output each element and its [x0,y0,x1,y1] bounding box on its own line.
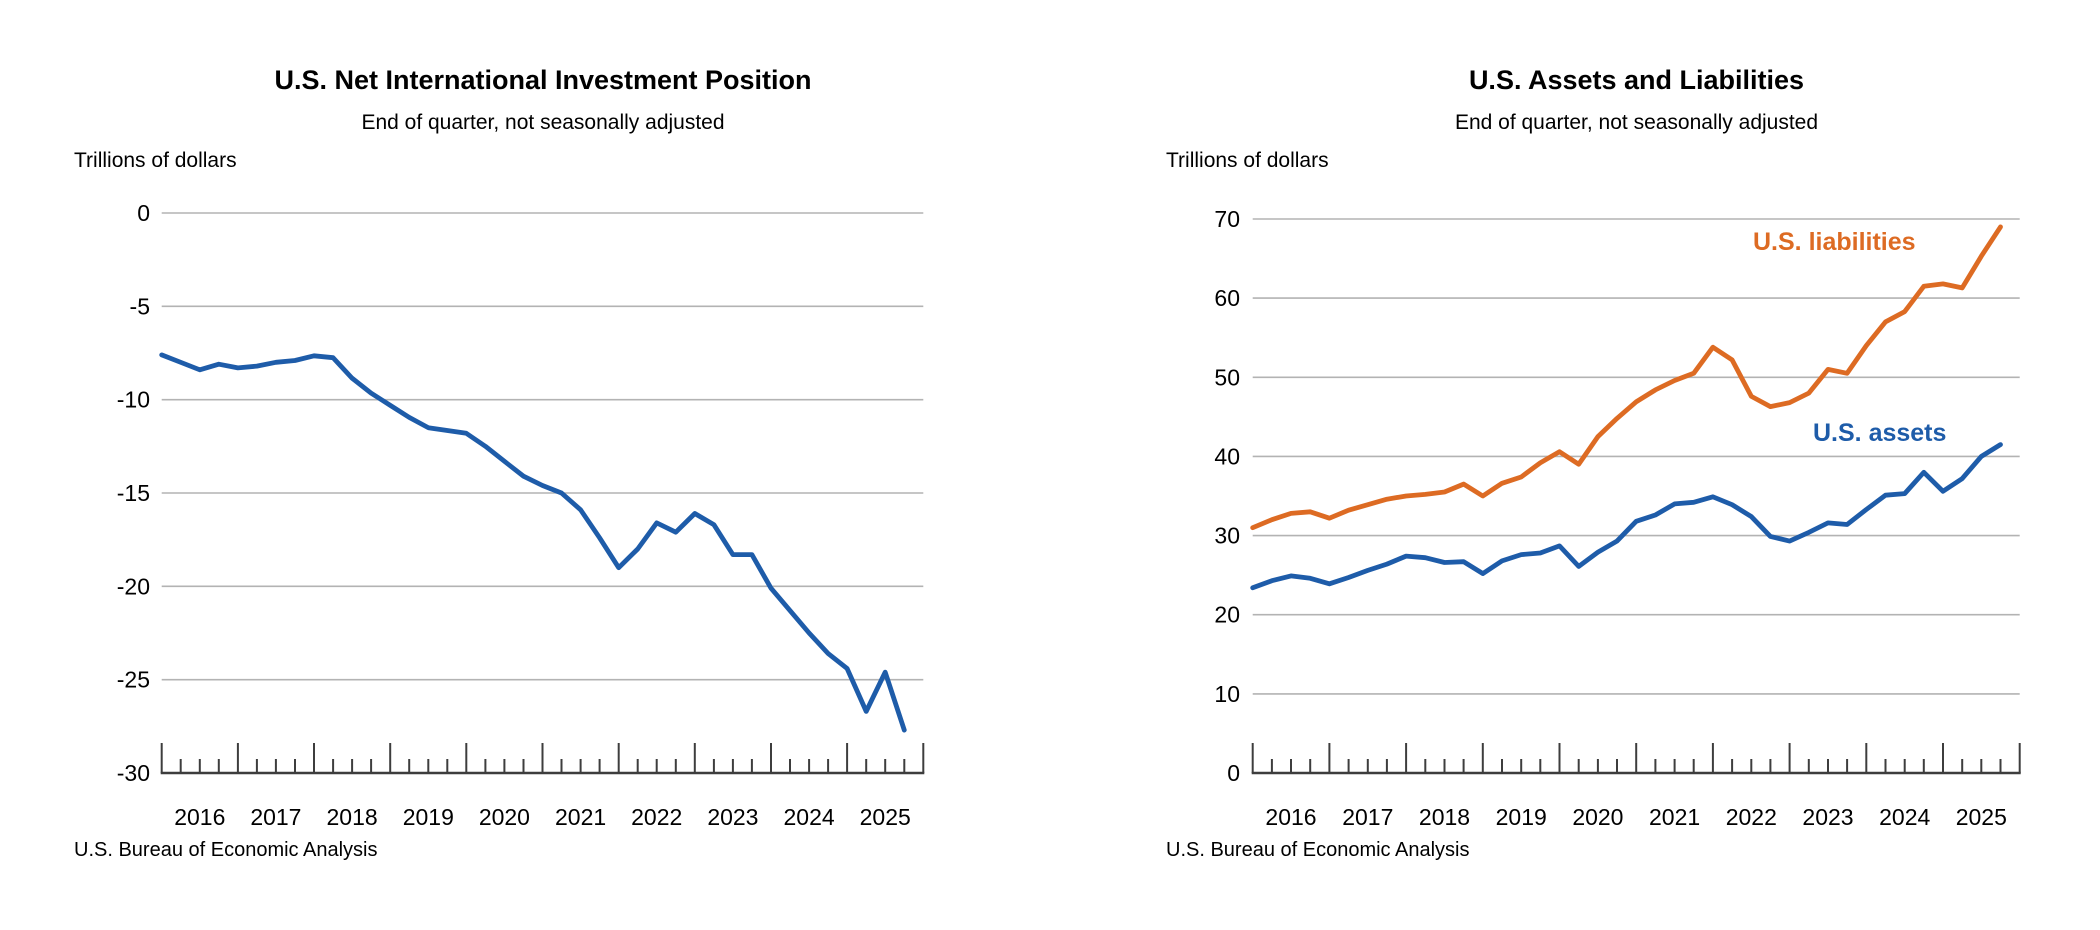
x-axis-year-label: 2023 [707,804,758,830]
y-axis-tick-label: 40 [1214,443,1240,469]
x-axis-year-label: 2025 [860,804,911,830]
x-axis-year-label: 2019 [1496,804,1547,830]
x-axis-year-label: 2016 [1265,804,1316,830]
x-axis-year-label: 2019 [403,804,454,830]
x-axis-year-label: 2017 [1342,804,1393,830]
y-axis-tick-label: 0 [137,200,150,226]
y-axis-tick-label: -5 [130,293,150,319]
assets-liabilities-source-label: U.S. Bureau of Economic Analysis [1166,839,1470,861]
assets-liabilities-plot: 70 60 50 40 30 20 10 0 2016 2017 2018 2019 2020 2021 2… [1214,206,2021,830]
x-axis-year-label: 2021 [1649,804,1700,830]
x-axis-year-label: 2024 [1879,804,1930,830]
data-line [1250,224,2003,531]
assets-liabilities-chart-title: U.S. Assets and Liabilities [1468,65,1805,95]
x-axis-year-label: 2022 [631,804,682,830]
y-axis-tick-label: -25 [117,667,150,693]
y-axis-tick-label: 20 [1214,602,1240,628]
assets-liabilities-chart-subtitle: End of quarter, not seasonally adjusted [1454,111,1819,134]
y-axis-tick-label: -20 [117,573,150,599]
x-axis-year-label: 2021 [555,804,606,830]
x-axis-year-label: 2023 [1802,804,1853,830]
series-label-liabilities: U.S. liabilities [1753,228,1916,256]
x-axis-year-label: 2020 [479,804,530,830]
data-line [159,352,907,733]
x-axis-year-label: 2025 [1956,804,2007,830]
y-axis-tick-label: 0 [1227,760,1240,786]
y-axis-tick-label: 50 [1214,364,1240,390]
niip-chart-subtitle: End of quarter, not seasonally adjusted [361,111,725,134]
niip-units-label: Trillions of dollars [74,149,237,172]
x-axis-year-label: 2016 [174,804,225,830]
y-axis-tick-label: -10 [117,387,150,413]
x-axis-year-label: 2022 [1726,804,1777,830]
x-axis-year-label: 2018 [327,804,378,830]
x-axis-year-label: 2018 [1419,804,1470,830]
series-label-assets: U.S. assets [1813,419,1947,447]
assets-liabilities-units-label: Trillions of dollars [1166,149,1329,172]
x-axis-year-label: 2024 [784,804,835,830]
y-axis-tick-label: -15 [117,480,150,506]
y-axis-tick-label: -30 [117,760,150,786]
x-axis-year-label: 2017 [250,804,301,830]
y-axis-tick-label: 70 [1214,206,1240,232]
y-axis-tick-label: 30 [1214,523,1240,549]
y-axis-tick-label: 10 [1214,681,1240,707]
data-line [1250,442,2003,591]
niip-source-label: U.S. Bureau of Economic Analysis [74,839,378,861]
niip-chart-title: U.S. Net International Investment Positi… [274,65,812,95]
niip-plot: 0 -5 -10 -15 -20 -25 -30 2016 2017 2018 2019 2020 20… [117,200,925,830]
y-axis-tick-label: 60 [1214,285,1240,311]
x-axis-year-label: 2020 [1572,804,1623,830]
